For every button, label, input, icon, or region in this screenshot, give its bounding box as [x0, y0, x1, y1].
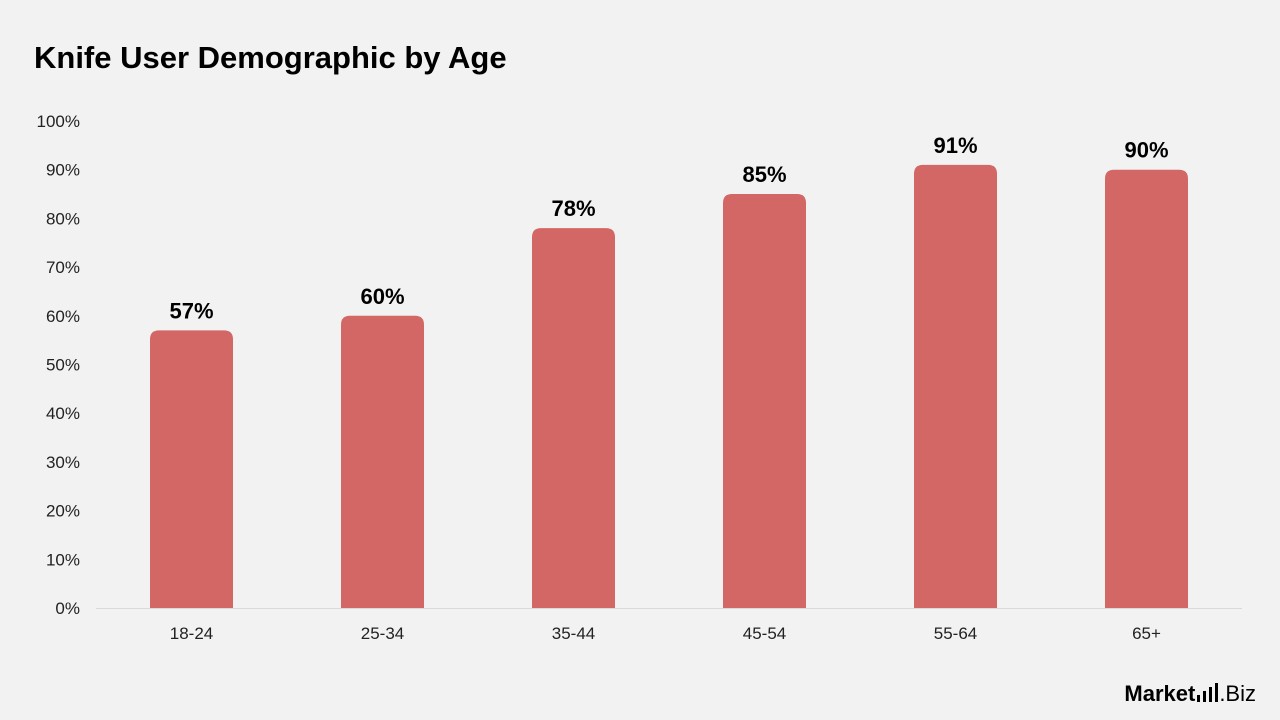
x-tick-label: 25-34 — [361, 624, 404, 643]
bar-chart-icon — [1197, 682, 1219, 702]
y-tick-label: 60% — [46, 307, 80, 326]
bar-18-24 — [150, 330, 233, 608]
data-labels: 57% 60% 78% 85% 91% 90% — [169, 133, 1168, 324]
y-tick-label: 90% — [46, 161, 80, 180]
bar-45-54 — [723, 194, 806, 609]
y-tick-label: 50% — [46, 356, 80, 375]
brand-logo: Market .Biz — [1124, 682, 1256, 706]
x-tick-label: 65+ — [1132, 624, 1161, 643]
y-tick-label: 10% — [46, 550, 80, 569]
chart-title: Knife User Demographic by Age — [34, 40, 507, 75]
y-tick-label: 20% — [46, 502, 80, 521]
brand-suffix: .Biz — [1219, 681, 1256, 706]
data-label: 85% — [742, 162, 786, 187]
data-label: 90% — [1124, 138, 1168, 163]
bar-65+ — [1105, 169, 1188, 608]
bars — [150, 164, 1188, 609]
y-tick-label: 80% — [46, 209, 80, 228]
y-tick-label: 30% — [46, 453, 80, 472]
bar-55-64 — [914, 164, 997, 608]
x-axis-labels: 18-24 25-34 35-44 45-54 55-64 65+ — [170, 624, 1161, 643]
x-tick-label: 55-64 — [934, 624, 977, 643]
bar-25-34 — [341, 315, 424, 608]
x-tick-label: 45-54 — [743, 624, 786, 643]
data-label: 57% — [169, 298, 213, 323]
y-tick-label: 70% — [46, 258, 80, 277]
data-label: 91% — [933, 133, 977, 158]
data-label: 60% — [360, 284, 404, 309]
y-tick-label: 40% — [46, 404, 80, 423]
brand-name: Market — [1124, 681, 1196, 706]
y-axis-ticks: 0% 10% 20% 30% 40% 50% 60% 70% 80% 90% 100% — [37, 112, 80, 618]
bar-35-44 — [532, 228, 615, 608]
y-tick-label: 100% — [37, 112, 80, 131]
x-tick-label: 18-24 — [170, 624, 213, 643]
y-tick-label: 0% — [55, 599, 80, 618]
x-tick-label: 35-44 — [552, 624, 595, 643]
data-label: 78% — [551, 196, 595, 221]
